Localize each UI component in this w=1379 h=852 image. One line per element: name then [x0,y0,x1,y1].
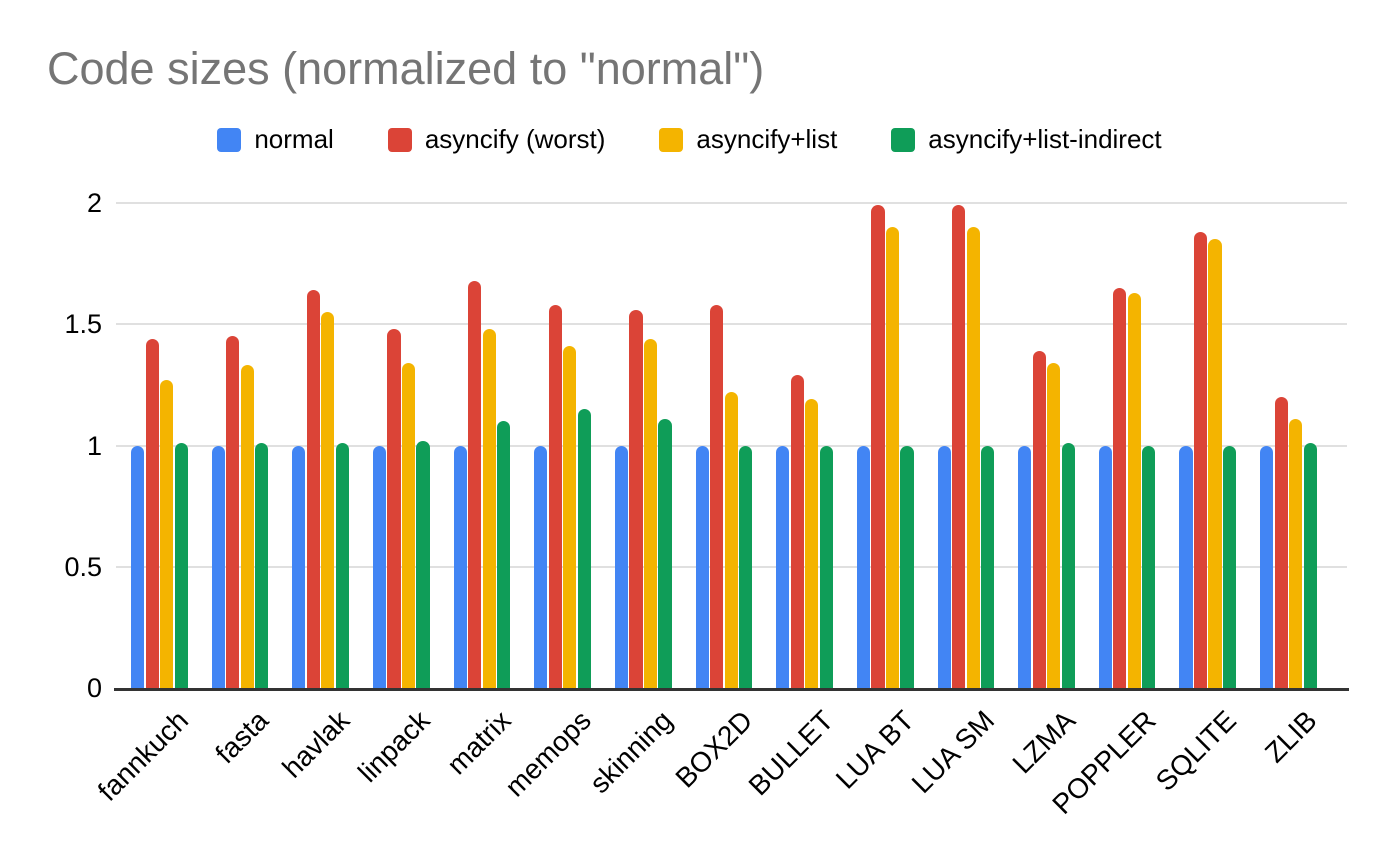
bar [724,392,738,688]
bar [145,338,159,688]
bar [643,338,658,688]
bar [614,445,629,688]
bar [468,280,482,688]
bar [790,375,804,688]
legend-swatch-asyncify-list [659,127,684,152]
bar [292,445,306,688]
legend-label-asyncify-list-indirect: asyncify+list-indirect [928,124,1162,154]
legend-item-asyncify-list-indirect: asyncify+list-indirect [891,124,1162,155]
legend-swatch-normal [217,127,242,152]
bar [577,409,591,688]
bar [160,380,174,688]
y-axis-tick-label: 1.5 [64,309,102,340]
bar [1113,287,1127,688]
bar [900,445,914,688]
bar [952,205,966,688]
bar [1127,292,1141,688]
y-axis-tick-label: 2 [86,188,102,218]
x-axis-label: havlak [276,704,356,784]
bar [1222,445,1237,688]
bar [966,227,980,688]
bar [1289,418,1303,688]
bar [885,227,900,688]
bar [387,329,401,688]
bar [695,445,709,688]
gridline [116,202,1347,204]
bar [401,363,416,688]
bar [1303,443,1317,688]
x-axis-label: LUA SM [905,704,1001,800]
bar [776,445,790,688]
legend-item-asyncify-worst: asyncify (worst) [387,124,606,155]
bar [658,418,672,688]
bar [1193,232,1208,688]
bar [563,346,577,688]
bar [226,336,240,688]
x-axis-label: fasta [209,704,275,770]
legend-swatch-asyncify-list-indirect [891,127,916,152]
legend-item-asyncify-list: asyncify+list [659,124,837,155]
x-axis-label: SQLITE [1149,704,1243,797]
legend-label-asyncify-list: asyncify+list [696,124,838,154]
legend-label-normal: normal [254,124,334,154]
bar [981,445,995,688]
x-axis-label: memops [499,704,598,803]
bar [1260,445,1274,688]
bar [871,205,885,688]
x-axis-label: LUA BT [829,704,920,795]
bar [710,304,724,688]
bar [856,445,871,688]
bar [1179,445,1193,688]
bar [1018,445,1032,688]
bar [321,312,335,688]
legend-item-normal: normal [217,124,334,155]
y-axis-tick-label: 0.5 [64,551,102,582]
bar [174,443,188,688]
legend-swatch-asyncify-worst [387,127,412,152]
bar [819,445,833,688]
bar [1098,445,1112,688]
bar [534,445,548,688]
x-axis-label: ZLIB [1259,704,1323,769]
chart-title: Code sizes (normalized to "normal") [47,43,765,94]
x-axis-line [114,688,1349,691]
bar [629,309,643,688]
bar [937,445,951,688]
bar [416,440,430,688]
bar [1047,363,1061,688]
y-axis-tick-label: 0 [86,673,102,703]
bar [306,290,320,688]
bar [1061,443,1075,688]
bar [1142,445,1156,688]
bar [335,443,349,688]
bar [453,445,467,688]
legend-label-asyncify-worst: asyncify (worst) [424,124,606,154]
bar [131,445,145,688]
x-axis-label: fannkuch [91,704,194,807]
bar [805,399,819,688]
bar [1208,239,1222,688]
bar [255,443,269,688]
gridline [116,323,1347,326]
x-axis-label: matrix [440,704,517,781]
y-axis-tick-label: 1 [86,430,102,461]
bar [482,329,496,688]
x-axis-label: linpack [352,704,436,789]
bar [240,365,254,688]
bar [1274,397,1288,688]
bar [372,445,387,688]
bar [497,421,511,688]
bar [1032,350,1046,688]
bar [739,445,753,688]
x-axis-label: skinning [583,704,678,800]
legend: normal asyncify (worst) asyncify+list as… [0,124,1379,155]
bar [548,304,562,688]
x-axis-label: LZMA [1006,704,1082,780]
x-axis-label: BULLET [742,704,840,802]
bar [211,445,225,688]
